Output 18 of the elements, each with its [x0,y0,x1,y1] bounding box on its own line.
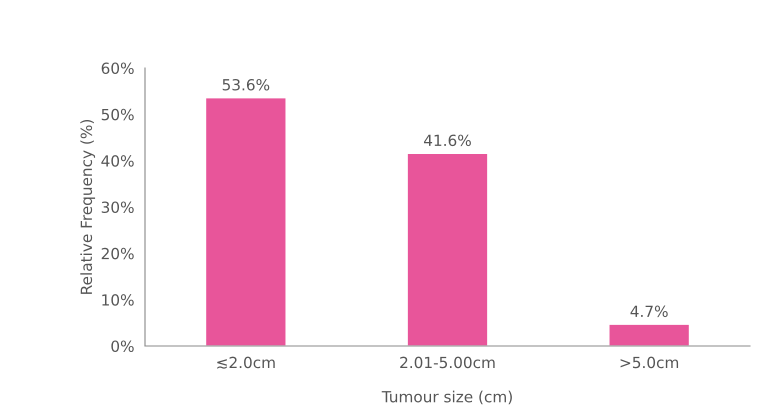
y-tick-label: 50% [102,108,134,120]
y-tick-label: 10% [102,294,134,306]
x-tick-label: 2.01-5.00cm [400,356,495,368]
data-label: 53.6% [222,78,270,91]
x-tick-label: >5.0cm [620,356,678,368]
data-label: 41.6% [424,134,471,146]
y-tick-label: 40% [101,155,134,167]
y-tick-label: 20% [102,248,134,260]
y-tick-label: 0% [111,340,134,352]
bar [406,152,489,346]
y-tick-label: 30% [102,201,134,214]
x-tick-label: ≲2.0cm [217,356,275,369]
bar [204,96,287,346]
x-axis-title: Tumour size (cm) [382,390,512,404]
y-axis-title: Relative Frequency (%) [80,120,96,294]
bar [608,324,690,346]
data-label: 4.7% [630,306,668,318]
y-tick-label: 60% [102,62,134,74]
